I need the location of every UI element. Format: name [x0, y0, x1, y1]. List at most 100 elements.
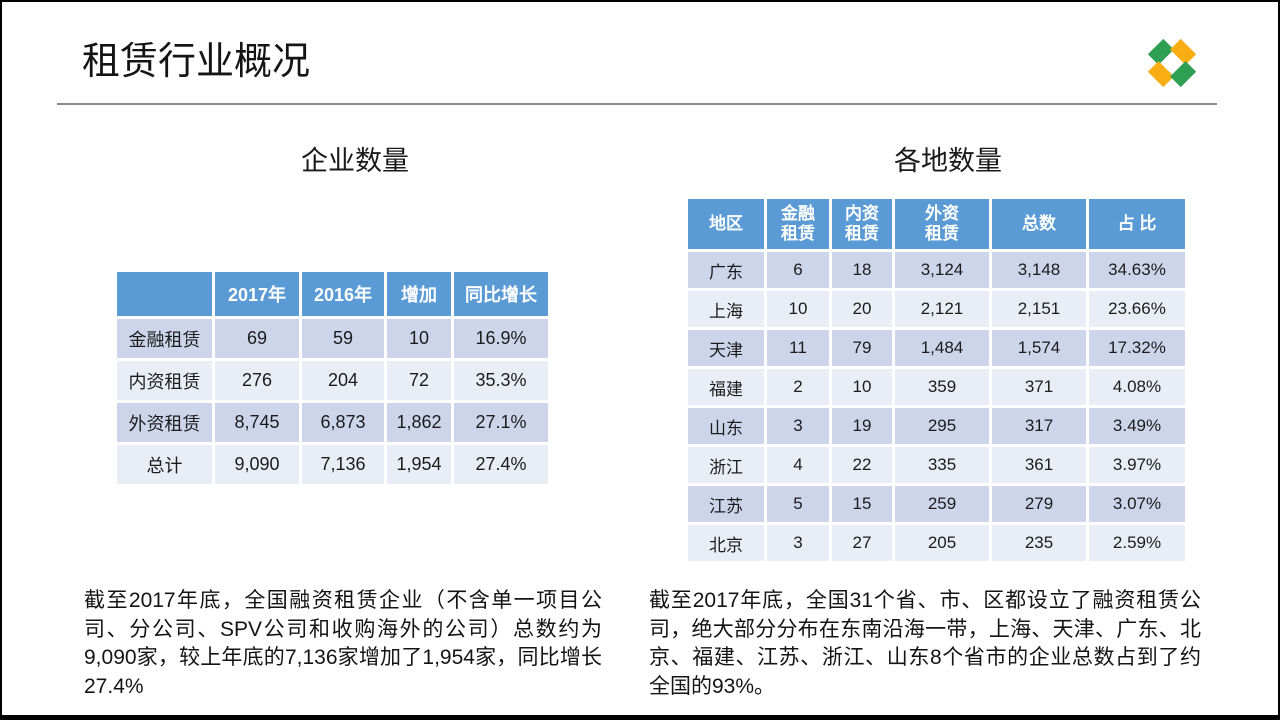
- table-cell: 276: [215, 361, 299, 400]
- table-cell: 10: [832, 369, 892, 405]
- column-header: 2017年: [215, 272, 299, 316]
- table-cell: 天津: [688, 330, 764, 366]
- table-cell: 335: [895, 447, 989, 483]
- table-cell: 205: [895, 525, 989, 561]
- table-cell: 上海: [688, 291, 764, 327]
- table-cell: 5: [767, 486, 829, 522]
- table-cell: 内资租赁: [117, 361, 212, 400]
- table-cell: 10: [767, 291, 829, 327]
- table-cell: 总计: [117, 445, 212, 484]
- page-title: 租赁行业概况: [82, 41, 311, 83]
- table-cell: 15: [832, 486, 892, 522]
- regional-count-table: 地区 金融 租赁 内资 租赁 外资 租赁 总数占 比广东 6 18 3,124 3,148 34.…: [685, 196, 1188, 564]
- table-cell: 3: [767, 408, 829, 444]
- column-header: 内资 租赁: [832, 199, 892, 249]
- table-cell: 59: [302, 319, 384, 358]
- table-cell: 3,148: [992, 252, 1086, 288]
- table-cell: 金融租赁: [117, 319, 212, 358]
- table-row: 山东 3 19 295 317 3.49%: [688, 408, 1185, 444]
- table-cell: 72: [387, 361, 451, 400]
- table-cell: 3.97%: [1089, 447, 1185, 483]
- table-cell: 6,873: [302, 403, 384, 442]
- column-header: 增加: [387, 272, 451, 316]
- table-cell: 9,090: [215, 445, 299, 484]
- table-cell: 19: [832, 408, 892, 444]
- table-cell: 69: [215, 319, 299, 358]
- table-cell: 3.07%: [1089, 486, 1185, 522]
- table-cell: 16.9%: [454, 319, 548, 358]
- table-cell: 235: [992, 525, 1086, 561]
- table-row: 上海 10 20 2,121 2,151 23.66%: [688, 291, 1185, 327]
- table-cell: 20: [832, 291, 892, 327]
- table-cell: 江苏: [688, 486, 764, 522]
- table-cell: 2: [767, 369, 829, 405]
- table-cell: 1,954: [387, 445, 451, 484]
- table-cell: 6: [767, 252, 829, 288]
- column-header: 占 比: [1089, 199, 1185, 249]
- table-row: 江苏 5 15 259 279 3.07%: [688, 486, 1185, 522]
- table-header-row: 2017年 2016年 增加 同比增长: [117, 272, 548, 316]
- table-row: 浙江 4 22 335 361 3.97%: [688, 447, 1185, 483]
- column-header: 外资 租赁: [895, 199, 989, 249]
- regional-summary-note: 截至2017年底，全国31个省、市、区都设立了融资租赁公司，绝大部分分布在东南沿…: [649, 589, 1201, 698]
- table-cell: 371: [992, 369, 1086, 405]
- table-row: 广东 6 18 3,124 3,148 34.63%: [688, 252, 1185, 288]
- table-cell: 18: [832, 252, 892, 288]
- table-cell: 广东: [688, 252, 764, 288]
- table-cell: 27.1%: [454, 403, 548, 442]
- table-cell: 3: [767, 525, 829, 561]
- table-cell: 北京: [688, 525, 764, 561]
- table-row: 总计 9,090 7,136 1,954 27.4%: [117, 445, 548, 484]
- table-cell: 27.4%: [454, 445, 548, 484]
- table-cell: 17.32%: [1089, 330, 1185, 366]
- table-cell: 1,862: [387, 403, 451, 442]
- table-cell: 35.3%: [454, 361, 548, 400]
- table-cell: 1,574: [992, 330, 1086, 366]
- column-header: [117, 272, 212, 316]
- table-cell: 359: [895, 369, 989, 405]
- table-cell: 4.08%: [1089, 369, 1185, 405]
- column-header: 2016年: [302, 272, 384, 316]
- table-cell: 27: [832, 525, 892, 561]
- table-cell: 2,121: [895, 291, 989, 327]
- table-cell: 295: [895, 408, 989, 444]
- table-cell: 2.59%: [1089, 525, 1185, 561]
- table-cell: 22: [832, 447, 892, 483]
- table-header-row: 地区 金融 租赁 内资 租赁 外资 租赁 总数占 比: [688, 199, 1185, 249]
- table-cell: 外资租赁: [117, 403, 212, 442]
- enterprise-count-table: 2017年 2016年 增加 同比增长 金融租赁 69 59 10 16.9% 内资租赁 276 20…: [114, 269, 551, 487]
- table-cell: 79: [832, 330, 892, 366]
- table-cell: 8,745: [215, 403, 299, 442]
- table-row: 外资租赁 8,745 6,873 1,862 27.1%: [117, 403, 548, 442]
- table-cell: 361: [992, 447, 1086, 483]
- table-cell: 11: [767, 330, 829, 366]
- table-cell: 浙江: [688, 447, 764, 483]
- table-cell: 福建: [688, 369, 764, 405]
- table-cell: 3,124: [895, 252, 989, 288]
- table-cell: 1,484: [895, 330, 989, 366]
- table-cell: 34.63%: [1089, 252, 1185, 288]
- section-title-regional-count: 各地数量: [894, 146, 1002, 176]
- table-cell: 204: [302, 361, 384, 400]
- table-cell: 317: [992, 408, 1086, 444]
- column-header: 同比增长: [454, 272, 548, 316]
- table-cell: 4: [767, 447, 829, 483]
- table-row: 内资租赁 276 204 72 35.3%: [117, 361, 548, 400]
- table-cell: 279: [992, 486, 1086, 522]
- table-cell: 7,136: [302, 445, 384, 484]
- table-row: 天津 11 79 1,484 1,574 17.32%: [688, 330, 1185, 366]
- enterprise-summary-note: 截至2017年底，全国融资租赁企业（不含单一项目公司、分公司、SPV公司和收购海…: [84, 589, 602, 698]
- table-cell: 山东: [688, 408, 764, 444]
- title-divider: [57, 103, 1217, 105]
- table-cell: 2,151: [992, 291, 1086, 327]
- pinwheel-logo-icon: [1147, 38, 1197, 88]
- table-cell: 3.49%: [1089, 408, 1185, 444]
- column-header: 总数: [992, 199, 1086, 249]
- column-header: 地区: [688, 199, 764, 249]
- section-title-enterprise-count: 企业数量: [301, 146, 409, 176]
- table-cell: 23.66%: [1089, 291, 1185, 327]
- table-row: 金融租赁 69 59 10 16.9%: [117, 319, 548, 358]
- table-cell: 259: [895, 486, 989, 522]
- table-cell: 10: [387, 319, 451, 358]
